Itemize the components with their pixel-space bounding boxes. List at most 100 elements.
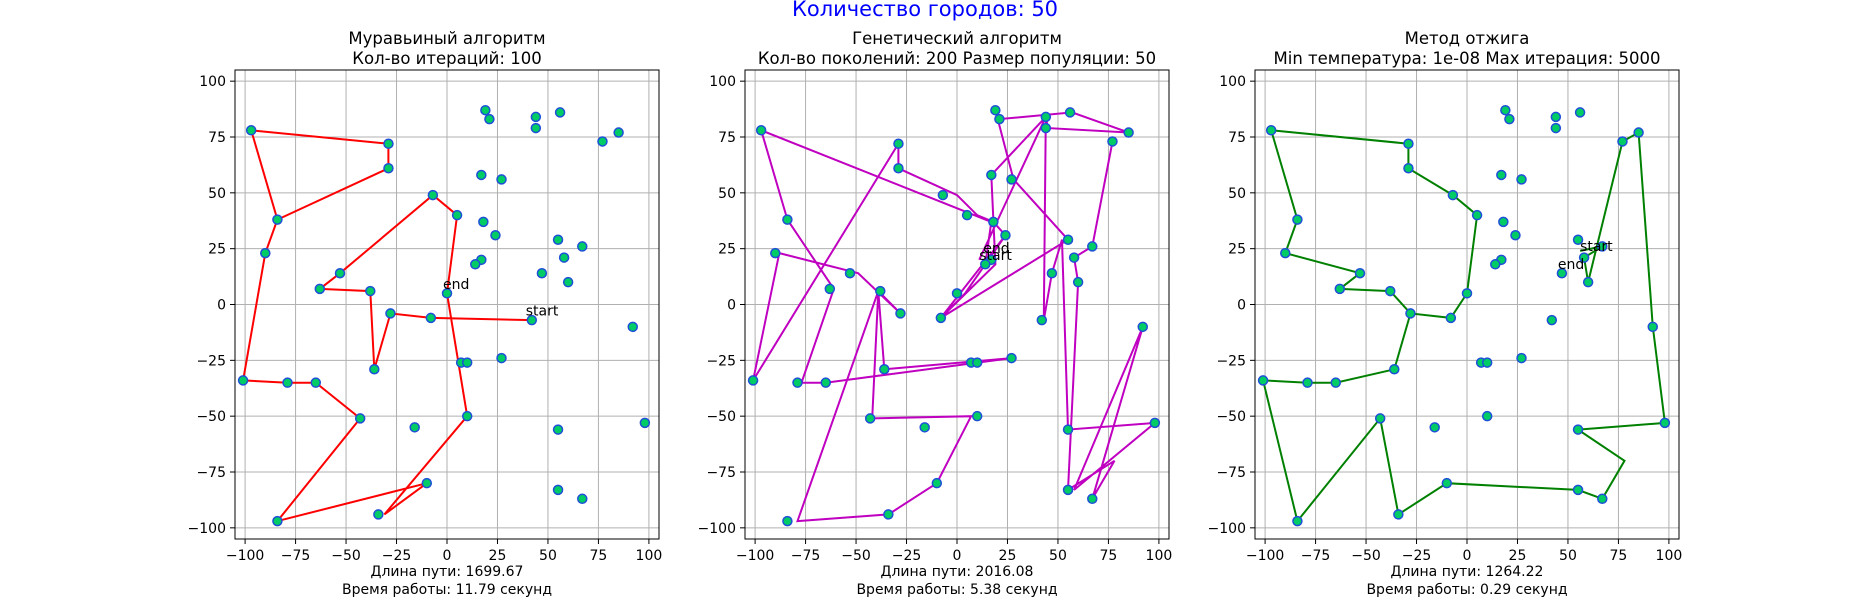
city-point xyxy=(971,410,983,422)
city-point xyxy=(480,104,491,116)
y-tick-label: −25 xyxy=(706,353,736,369)
y-tick-label: 50 xyxy=(1228,186,1246,202)
city-point xyxy=(1578,252,1590,263)
city-point xyxy=(1292,515,1303,527)
city-point xyxy=(1137,321,1149,333)
city-point xyxy=(1334,283,1346,295)
city-point xyxy=(1441,477,1453,489)
city-point xyxy=(1006,352,1017,364)
city-point xyxy=(1447,189,1459,201)
city-point xyxy=(755,125,767,136)
city-point xyxy=(260,247,271,259)
city-point xyxy=(1429,422,1440,433)
city-point xyxy=(1265,125,1277,136)
city-point xyxy=(1068,252,1080,263)
x-tick-label: 100 xyxy=(1146,548,1173,564)
city-point xyxy=(369,364,380,375)
city-point xyxy=(1550,122,1562,134)
city-point xyxy=(552,424,564,435)
panel-title: Муравьиный алгоритм xyxy=(348,29,545,48)
panel-title: Генетический алгоритм xyxy=(852,29,1062,48)
y-tick-label: −75 xyxy=(706,465,736,481)
x-tick-label: 0 xyxy=(443,548,452,564)
y-tick-label: 75 xyxy=(718,130,736,146)
chart-panel-1: start end −100 −75 −50 −25 0 25 50 75 100 −100 −75 −5… xyxy=(188,29,663,598)
y-tick-label: 50 xyxy=(718,186,736,202)
path-length-label: Длина пути: 1264.22 xyxy=(1391,564,1544,580)
city-point xyxy=(354,413,366,424)
runtime-label: Время работы: 5.38 секунд xyxy=(856,582,1057,598)
city-point xyxy=(980,259,991,270)
x-tick-label: 75 xyxy=(590,548,608,564)
city-point xyxy=(451,209,463,221)
city-point xyxy=(1062,234,1074,245)
x-tick-label: −50 xyxy=(331,548,361,564)
city-point xyxy=(937,189,949,201)
city-point xyxy=(1550,111,1562,123)
city-point xyxy=(1046,267,1058,279)
city-point xyxy=(895,308,906,319)
city-point xyxy=(1405,308,1416,319)
x-tick-label: −50 xyxy=(841,548,871,564)
city-point xyxy=(1510,230,1521,241)
city-point xyxy=(1504,113,1515,125)
city-point xyxy=(1471,209,1483,221)
x-tick-label: −100 xyxy=(736,548,774,564)
path-length-label: Длина пути: 2016.08 xyxy=(881,564,1034,580)
x-tick-label: 50 xyxy=(1559,548,1577,564)
y-tick-label: −50 xyxy=(196,409,226,425)
city-point xyxy=(864,413,876,424)
city-point xyxy=(496,352,507,364)
x-tick-label: 75 xyxy=(1610,548,1628,564)
x-tick-label: −100 xyxy=(226,548,264,564)
city-point xyxy=(879,364,890,375)
city-point xyxy=(478,216,489,228)
x-tick-label: −75 xyxy=(281,548,311,564)
city-point xyxy=(310,377,322,388)
y-tick-label: 75 xyxy=(208,130,226,146)
city-point xyxy=(1572,234,1584,245)
y-tick-label: 0 xyxy=(217,298,226,314)
panel-title: Метод отжига xyxy=(1405,29,1530,48)
y-tick-label: −100 xyxy=(188,521,226,537)
y-tick-label: 0 xyxy=(727,298,736,314)
runtime-label: Время работы: 11.79 секунд xyxy=(342,582,552,598)
city-point xyxy=(1647,321,1659,333)
city-point xyxy=(893,138,904,149)
city-point xyxy=(245,125,257,136)
cities xyxy=(747,104,1161,527)
city-point xyxy=(1062,424,1074,435)
city-point xyxy=(1040,122,1052,134)
city-point xyxy=(1389,364,1400,375)
city-point xyxy=(613,127,624,138)
x-tick-label: −50 xyxy=(1351,548,1381,564)
city-point xyxy=(365,285,376,297)
y-tick-label: 100 xyxy=(1219,74,1246,90)
x-tick-label: 100 xyxy=(1656,548,1683,564)
annotation-end: end xyxy=(983,241,1009,257)
city-point xyxy=(552,484,564,496)
city-point xyxy=(1516,174,1527,185)
city-point xyxy=(385,308,396,319)
city-point xyxy=(496,174,507,185)
x-tick-label: 50 xyxy=(539,548,557,564)
city-point xyxy=(373,509,384,520)
city-point xyxy=(931,477,943,489)
panel-subtitle: Кол-во поколений: 200 Размер популяции: … xyxy=(758,49,1156,68)
city-point xyxy=(536,267,548,279)
city-point xyxy=(1481,410,1493,422)
y-tick-label: 50 xyxy=(208,186,226,202)
city-point xyxy=(237,375,249,386)
y-tick-label: −50 xyxy=(1216,409,1246,425)
x-tick-label: 25 xyxy=(999,548,1017,564)
city-point xyxy=(1490,259,1501,270)
city-point xyxy=(530,111,542,123)
figure-suptitle: Количество городов: 50 xyxy=(792,0,1058,21)
city-point xyxy=(272,214,283,225)
y-tick-label: −75 xyxy=(196,465,226,481)
city-point xyxy=(1393,509,1404,520)
y-tick-label: −25 xyxy=(1216,353,1246,369)
tour-path xyxy=(241,129,532,523)
